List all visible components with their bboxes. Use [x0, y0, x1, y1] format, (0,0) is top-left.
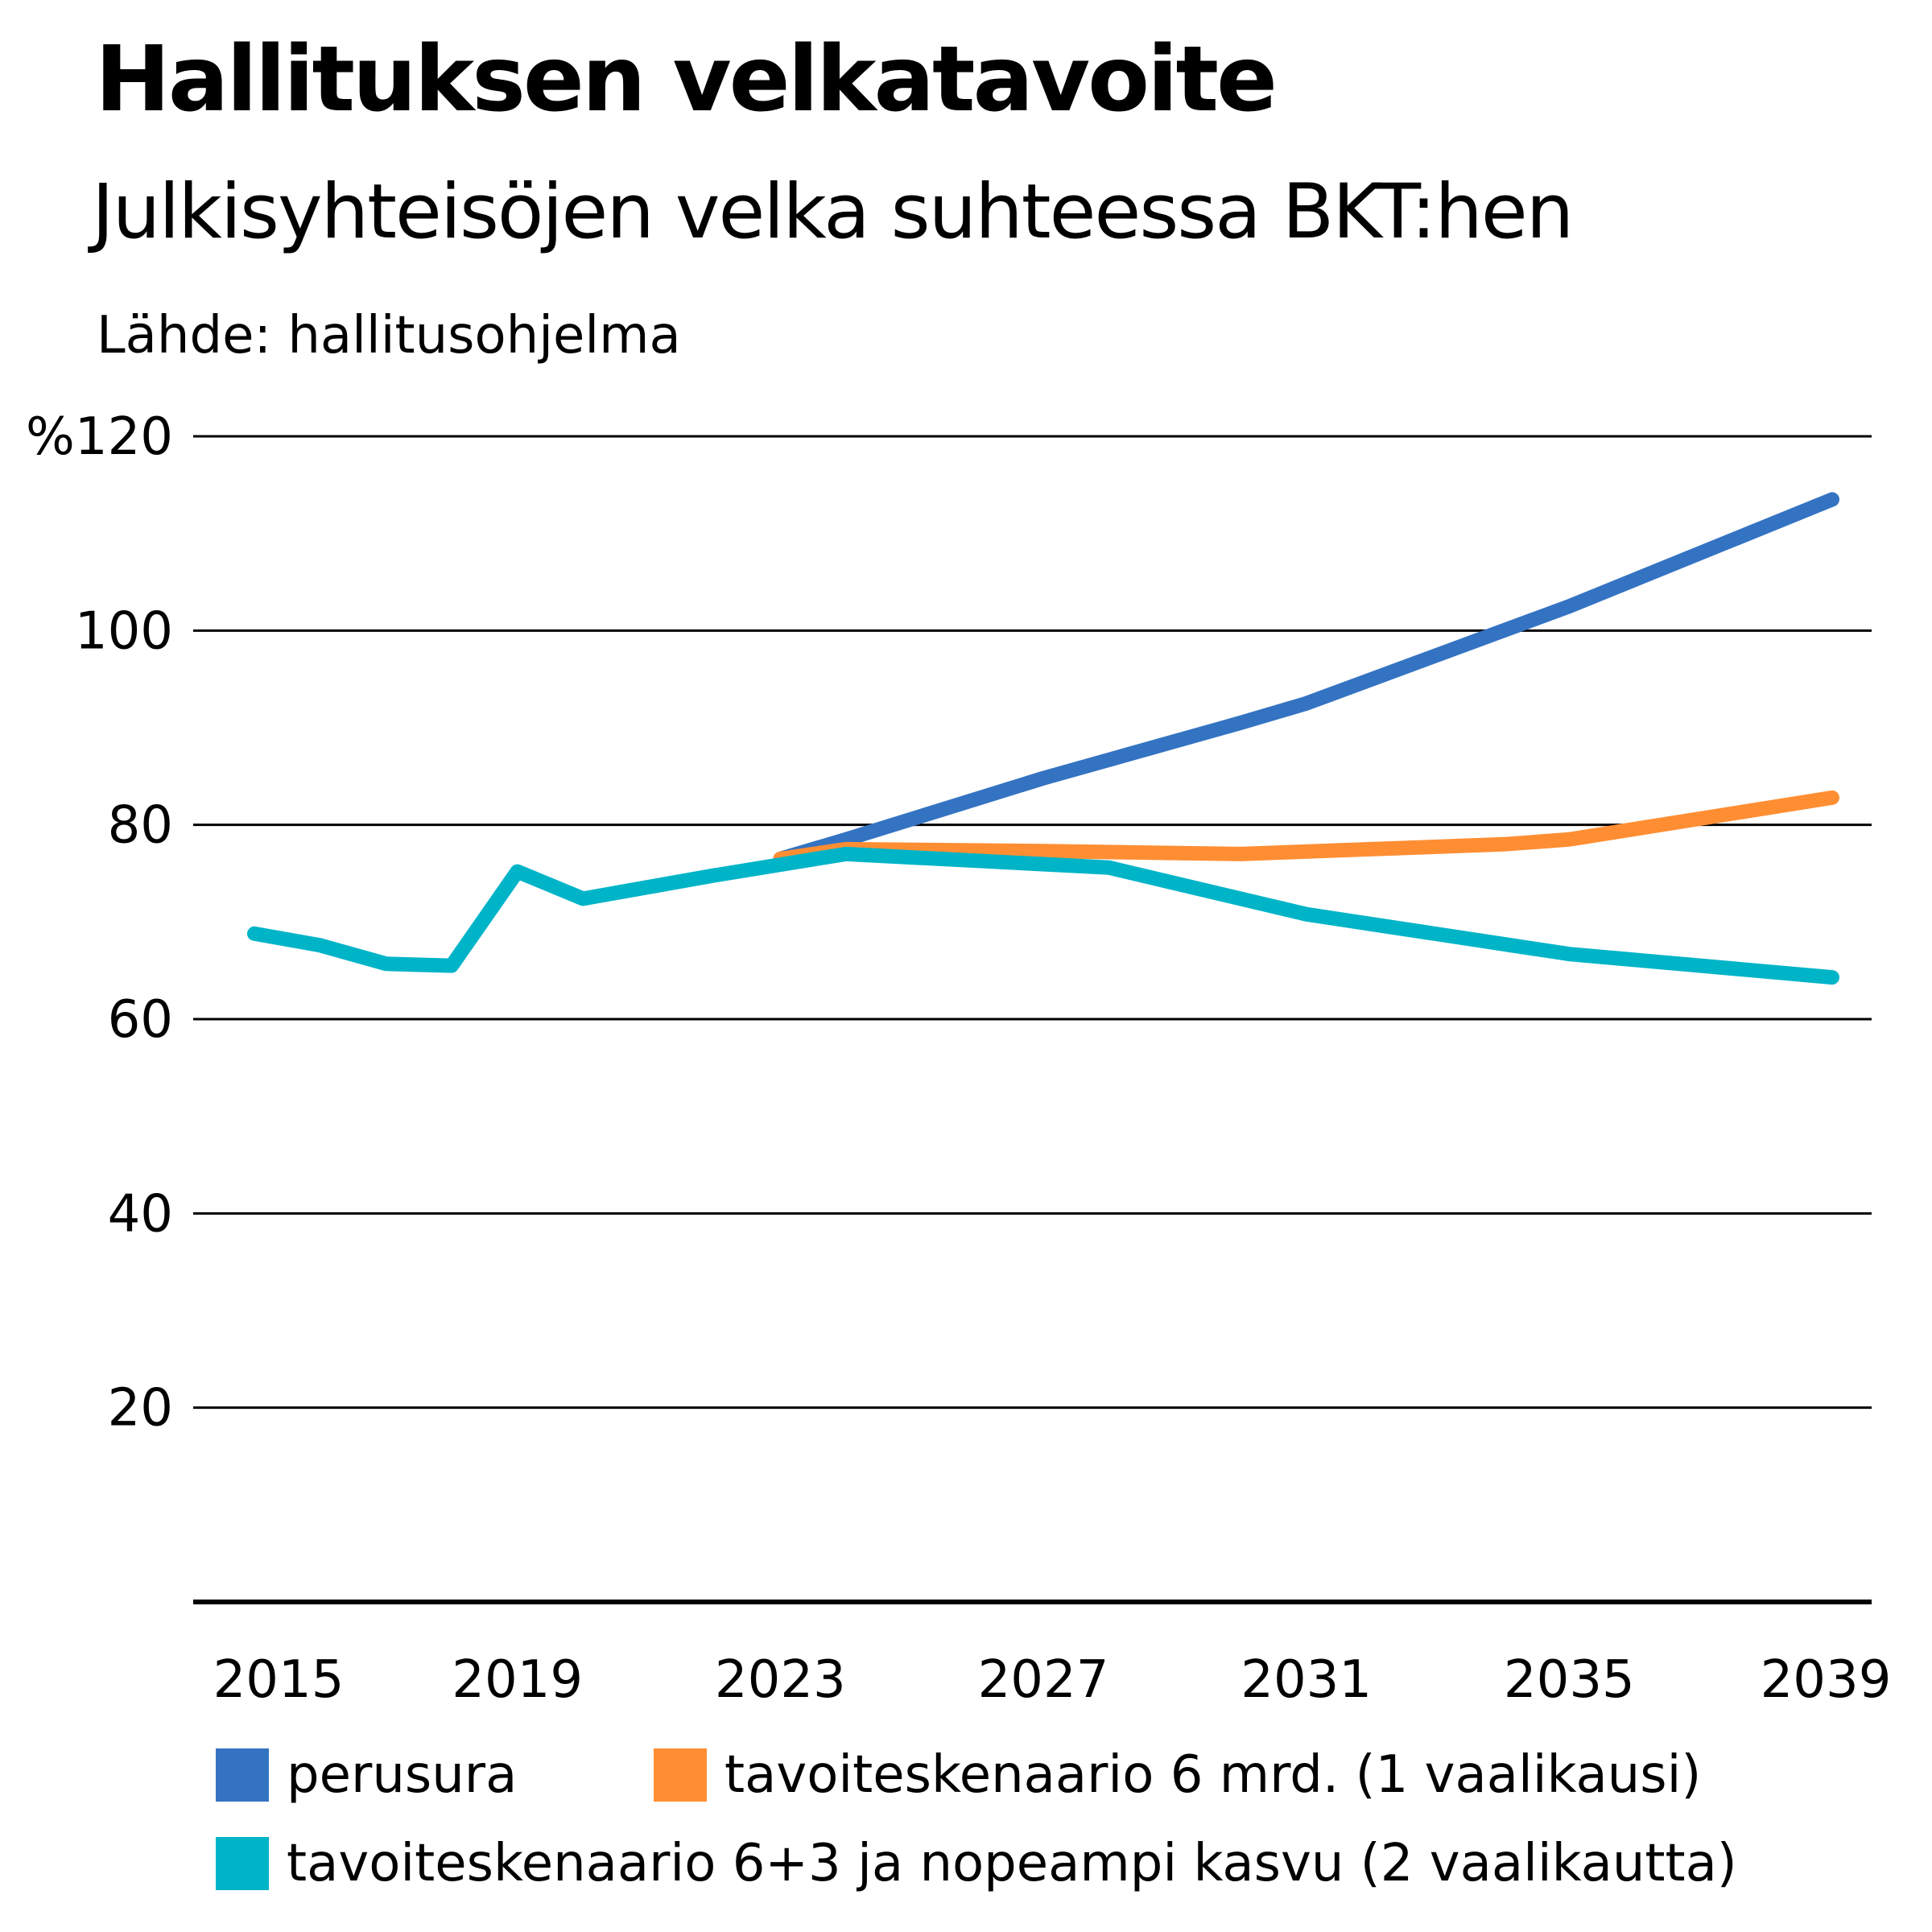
- y-tick-labels: 20 40 60 80 100 %120: [26, 407, 173, 1439]
- series-lines: [247, 492, 1839, 985]
- chart-source: Lähde: hallitusohjelma: [97, 306, 681, 365]
- legend-label-tavoiteskenaario-2: tavoiteskenaario 6+3 ja nopeampi kasvu (…: [287, 1834, 1737, 1893]
- y-tick-label-40: 40: [108, 1184, 173, 1244]
- x-tick-label-2031: 2031: [1241, 1650, 1372, 1710]
- y-tick-label-80: 80: [108, 796, 173, 856]
- x-tick-labels: 2015 2019 2023 2027 2031 2035 2039: [213, 1650, 1892, 1710]
- legend-swatch-perusura: [216, 1748, 269, 1802]
- legend-item-tavoiteskenaario-1: tavoiteskenaario 6 mrd. (1 vaalikausi): [654, 1745, 1701, 1805]
- y-tick-label-60: 60: [108, 990, 173, 1050]
- y-tick-label-120: %120: [26, 407, 173, 467]
- legend-item-tavoiteskenaario-2: tavoiteskenaario 6+3 ja nopeampi kasvu (…: [216, 1834, 1737, 1893]
- x-tick-label-2019: 2019: [452, 1650, 583, 1710]
- x-tick-label-2039: 2039: [1761, 1650, 1892, 1710]
- y-tick-label-20: 20: [108, 1379, 173, 1439]
- chart-subtitle: Julkisyhteisöjen velka suhteessa BKT:hen: [92, 168, 1574, 256]
- series-line-2: [247, 846, 1839, 985]
- x-tick-label-2027: 2027: [978, 1650, 1109, 1710]
- x-tick-label-2035: 2035: [1504, 1650, 1635, 1710]
- y-tick-label-100: 100: [75, 601, 173, 661]
- legend-label-tavoiteskenaario-1: tavoiteskenaario 6 mrd. (1 vaalikausi): [724, 1745, 1702, 1805]
- legend-item-perusura: perusura: [216, 1745, 517, 1805]
- grid-lines: [193, 435, 1872, 1604]
- x-tick-label-2023: 2023: [715, 1650, 846, 1710]
- x-tick-label-2015: 2015: [213, 1650, 345, 1710]
- chart-title: Hallituksen velkatavoite: [95, 27, 1278, 132]
- series-line-0: [773, 492, 1839, 866]
- legend-swatch-tavoiteskenaario-1: [654, 1748, 707, 1802]
- legend-swatch-tavoiteskenaario-2: [216, 1837, 269, 1890]
- legend-label-perusura: perusura: [287, 1745, 518, 1805]
